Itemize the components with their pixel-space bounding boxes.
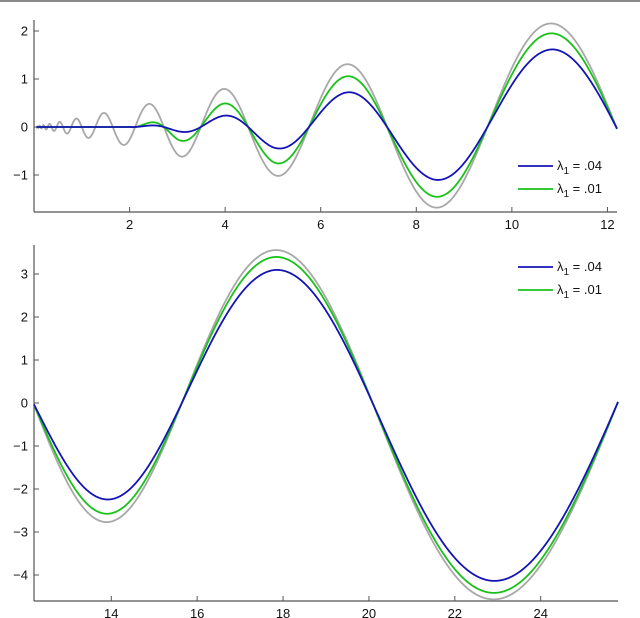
y-tick-label: 1 bbox=[21, 353, 28, 368]
y-tick-label: 0 bbox=[21, 396, 28, 411]
x-tick-label: 10 bbox=[505, 217, 519, 232]
gray-curve bbox=[35, 22, 618, 209]
y-tick-label: −3 bbox=[13, 525, 28, 540]
x-tick-label: 18 bbox=[276, 606, 290, 618]
x-tick-label: 22 bbox=[448, 606, 462, 618]
blue-curve bbox=[33, 269, 619, 582]
legend-label: λ1 = .04 bbox=[557, 158, 602, 177]
legend-label: λ1 = .04 bbox=[557, 259, 602, 278]
x-tick-label: 20 bbox=[362, 606, 376, 618]
y-tick-label: 1 bbox=[21, 72, 28, 87]
x-tick-label: 2 bbox=[126, 217, 133, 232]
x-tick-label: 16 bbox=[190, 606, 204, 618]
blue-curve bbox=[36, 48, 618, 181]
green-curve bbox=[36, 32, 618, 198]
top-border bbox=[0, 0, 640, 2]
y-tick-label: −4 bbox=[13, 568, 28, 583]
y-tick-label: −1 bbox=[13, 439, 28, 454]
y-tick-label: −2 bbox=[13, 482, 28, 497]
x-tick-label: 14 bbox=[104, 606, 118, 618]
y-tick-label: 2 bbox=[21, 24, 28, 39]
gray-curve bbox=[33, 249, 619, 601]
legend-label: λ1 = .01 bbox=[557, 181, 602, 200]
green-curve bbox=[33, 256, 619, 594]
x-tick-label: 4 bbox=[222, 217, 229, 232]
y-tick-label: 0 bbox=[21, 120, 28, 135]
y-tick-label: 2 bbox=[21, 310, 28, 325]
y-tick-label: 3 bbox=[21, 267, 28, 282]
y-tick-label: −1 bbox=[13, 168, 28, 183]
bottom-plot: 3 2 1 0 −1 −2 −3 −4 14 16 18 20 22 24 λ1 = .04 λ1 = .01 bbox=[13, 245, 619, 618]
x-tick-label: 8 bbox=[413, 217, 420, 232]
x-tick-label: 24 bbox=[533, 606, 547, 618]
legend-label: λ1 = .01 bbox=[557, 282, 602, 301]
x-tick-label: 12 bbox=[600, 217, 614, 232]
x-tick-label: 6 bbox=[317, 217, 324, 232]
